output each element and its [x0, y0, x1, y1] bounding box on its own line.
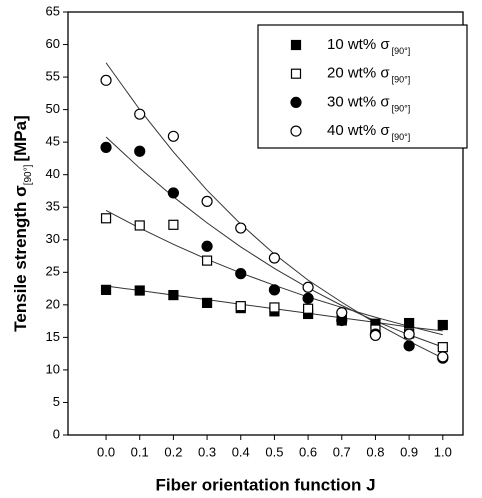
plot-frame: [67, 11, 464, 436]
x-tick-label: 0.8: [366, 444, 384, 459]
marker: [100, 284, 112, 295]
marker: [167, 187, 180, 199]
legend-subscript: [90°]: [392, 104, 411, 114]
marker: [437, 319, 448, 331]
y-axis-title: Tensile strength σ[90°] [MPa]: [11, 115, 33, 331]
x-axis-title: Fiber orientation function J: [155, 475, 375, 494]
y-tick-label: 0: [53, 426, 60, 441]
y-tick-label: 55: [46, 69, 60, 84]
marker: [201, 297, 213, 308]
y-tick-label: 45: [46, 134, 60, 149]
marker: [167, 130, 180, 142]
y-tick-label: 50: [46, 101, 60, 116]
legend-name: 40 wt% σ: [327, 122, 390, 139]
marker: [268, 284, 281, 296]
legend-marker: [290, 125, 302, 137]
y-axis-title-sub: [90°]: [23, 164, 34, 185]
marker: [336, 307, 348, 319]
y-axis-title-unit: [MPa]: [11, 115, 30, 161]
marker: [134, 108, 146, 120]
marker: [134, 220, 145, 231]
marker: [134, 145, 146, 157]
y-tick-label: 65: [46, 3, 60, 18]
legend-name: 30 wt% σ: [327, 93, 390, 110]
marker: [100, 74, 112, 86]
y-tick-label: 20: [46, 296, 60, 311]
y-tick-label: 25: [46, 264, 60, 279]
x-tick-label: 0.5: [265, 444, 283, 459]
marker: [100, 213, 112, 224]
legend-label: 20 wt% σ [90°]: [327, 65, 410, 85]
marker: [437, 351, 449, 363]
marker: [302, 281, 314, 293]
legend-marker: [290, 39, 302, 51]
legend-name: 10 wt% σ: [327, 36, 390, 53]
marker: [437, 342, 448, 353]
legend-label: 10 wt% σ [90°]: [327, 36, 410, 56]
y-tick-label: 40: [46, 166, 60, 181]
marker: [134, 285, 145, 296]
y-tick-label: 10: [46, 361, 60, 376]
legend-label: 30 wt% σ [90°]: [327, 93, 410, 113]
marker: [100, 141, 112, 153]
legend-label: 40 wt% σ [90°]: [327, 122, 410, 142]
legend-subscript: [90°]: [392, 132, 411, 142]
marker: [268, 252, 281, 264]
x-tick-label: 0.3: [198, 444, 216, 459]
x-tick-label: 0.2: [164, 444, 182, 459]
marker: [369, 329, 382, 342]
marker: [201, 240, 213, 252]
marker: [168, 289, 179, 301]
x-tick-label: 0.6: [299, 444, 317, 459]
fit-line: [105, 136, 443, 348]
marker: [403, 340, 415, 352]
marker: [235, 301, 246, 312]
x-tick-label: 0.1: [131, 444, 149, 459]
legend-marker: [290, 68, 302, 79]
marker: [201, 255, 213, 266]
marker: [404, 317, 415, 329]
y-tick-label: 30: [46, 231, 60, 246]
marker: [302, 292, 314, 304]
marker: [235, 268, 247, 280]
y-axis-title-main: Tensile strength σ: [11, 185, 30, 332]
marker: [269, 302, 280, 313]
marker: [302, 303, 314, 314]
x-tick-label: 0.7: [333, 444, 351, 459]
marker: [403, 328, 415, 340]
y-tick-label: 35: [46, 199, 60, 214]
y-tick-label: 60: [46, 36, 60, 51]
legend-subscript: [90°]: [392, 46, 411, 56]
legend-name: 20 wt% σ: [327, 65, 390, 82]
x-tick-label: 0.4: [232, 444, 250, 459]
marker: [235, 222, 247, 234]
x-tick-label: 1.0: [434, 444, 452, 459]
x-tick-label: 0.0: [97, 444, 115, 459]
legend-subscript: [90°]: [392, 75, 411, 85]
legend-marker: [290, 96, 302, 109]
y-tick-label: 5: [53, 394, 60, 409]
x-tick-label: 0.9: [400, 444, 418, 459]
y-tick-label: 15: [46, 329, 60, 344]
marker: [168, 219, 179, 230]
marker: [201, 195, 213, 207]
